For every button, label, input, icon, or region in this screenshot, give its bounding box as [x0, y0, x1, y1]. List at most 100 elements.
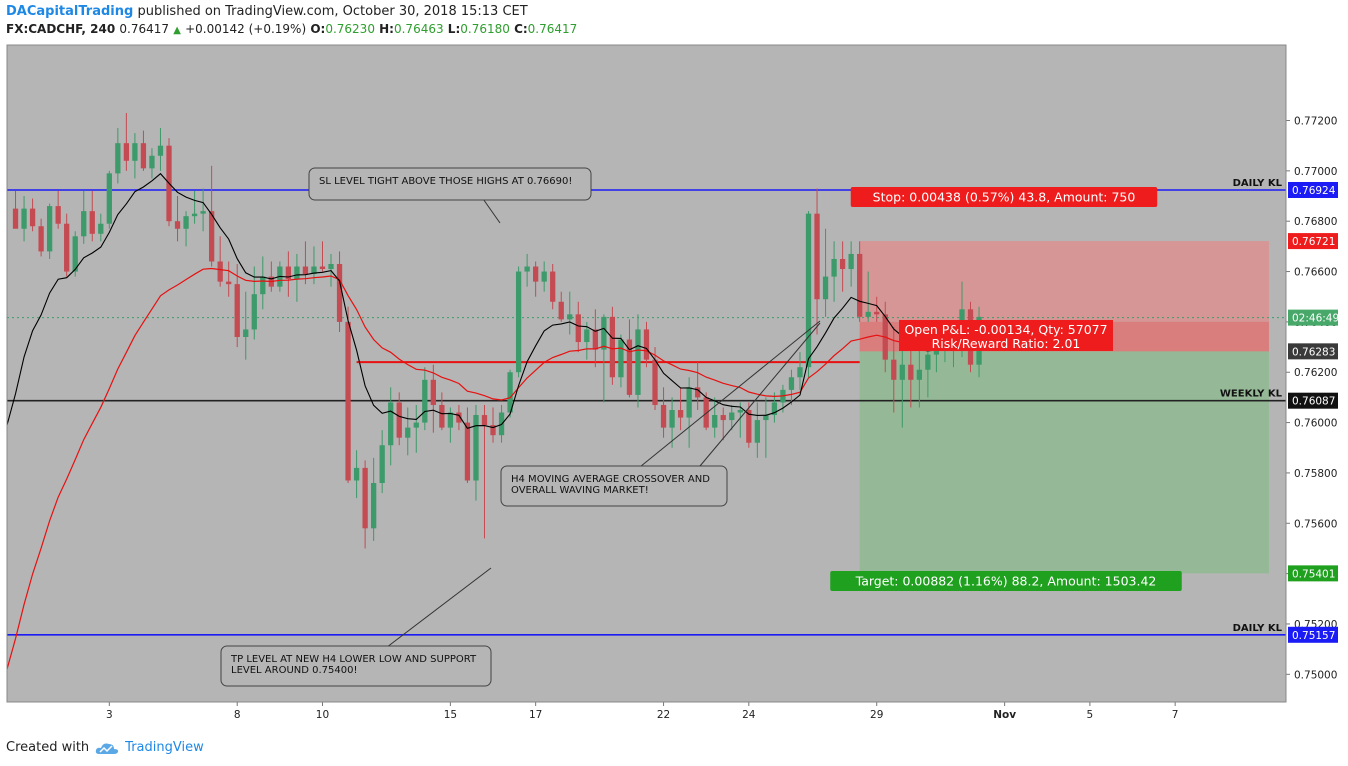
candle-up: [848, 253, 854, 270]
candle-up: [98, 223, 104, 234]
price-tick-label: 0.75600: [1294, 518, 1337, 530]
tp-annotation-pointer: [388, 567, 492, 647]
price-axis-bg: [1286, 40, 1348, 728]
tp-annotation-box: [220, 645, 492, 687]
candle-up: [311, 266, 317, 275]
candle-up: [507, 372, 513, 413]
candle-down: [234, 284, 240, 337]
time-tick-label: 17: [529, 709, 542, 721]
candle-up: [763, 415, 769, 421]
candle-down: [720, 415, 726, 421]
candle-up: [916, 369, 922, 380]
crossover-annotation-box: [500, 465, 728, 507]
candle-up: [712, 415, 718, 428]
candle-up: [422, 379, 428, 423]
candle-up: [294, 266, 300, 280]
close-value: 0.76417: [527, 22, 578, 36]
open-value: 0.76230: [325, 22, 375, 36]
time-tick-label: 29: [870, 709, 883, 721]
publish-header: DACapitalTrading published on TradingVie…: [6, 4, 528, 19]
price-tick-label: 0.76600: [1294, 267, 1337, 279]
candle-up: [81, 211, 87, 237]
up-arrow-icon: ▲: [173, 25, 181, 36]
time-tick-label: 5: [1087, 709, 1094, 721]
target-label: Target: 0.00882 (1.16%) 88.2, Amount: 15…: [830, 571, 1182, 591]
tradingview-brand: TradingView: [125, 740, 204, 755]
created-with-label: Created with: [6, 740, 90, 755]
pnl-box: Open P&L: -0.00134, Qty: 57077Risk/Rewar…: [899, 320, 1113, 351]
time-tick-label: 10: [316, 709, 329, 721]
time-axis-bg: [0, 702, 1348, 728]
last-price: 0.76417: [119, 22, 170, 36]
candle-down: [660, 404, 667, 428]
risk-reward-text: Risk/Reward Ratio: 2.01: [932, 336, 1081, 351]
candle-down: [140, 143, 147, 169]
candle-up: [515, 271, 522, 373]
candle-down: [336, 264, 343, 322]
candle-up: [106, 173, 112, 224]
tp-annotation: TP LEVEL AT NEW H4 LOWER LOW AND SUPPORT…: [220, 567, 492, 687]
plot-background: [7, 45, 1286, 702]
countdown-text: 02:46:49: [1292, 313, 1339, 325]
crossover-annotation-text: OVERALL WAVING MARKET!: [511, 485, 649, 496]
price-chart[interactable]: DAILY KL WEEKLY KL DAILY KL Stop: 0.00438 (…: [0, 40, 1348, 728]
candle-up: [925, 354, 931, 370]
sl-annotation-pointer: [483, 199, 501, 224]
candle-up: [754, 420, 760, 443]
footer: Created with TradingView: [6, 740, 204, 755]
candle-up: [251, 294, 257, 330]
candle-up: [567, 314, 573, 320]
tp-annotation-text: LEVEL AROUND 0.75400!: [231, 665, 358, 676]
candle-up: [191, 213, 198, 217]
take-profit-zone: [859, 351, 1269, 574]
candle-up: [584, 329, 590, 343]
candle-down: [29, 208, 36, 227]
price-tag: [1288, 181, 1338, 198]
candle-down: [396, 402, 402, 438]
candle-down: [695, 387, 701, 398]
candle-down: [456, 412, 462, 423]
tradingview-cloud-icon: [95, 743, 119, 754]
key-level-label: WEEKLY KL: [1220, 389, 1283, 400]
candle-up: [115, 143, 121, 174]
candle-up: [157, 145, 164, 156]
candle-down: [677, 410, 684, 418]
candle-down: [814, 213, 820, 300]
candle-down: [302, 266, 309, 275]
price-tick-label: 0.76200: [1294, 367, 1337, 379]
price-tag-text: 0.76283: [1292, 346, 1335, 358]
candle-up: [371, 483, 377, 529]
tradingview-logo-link[interactable]: TradingView: [95, 740, 204, 755]
candle-up: [149, 155, 155, 169]
candle-down: [481, 415, 488, 426]
open-label: O:: [310, 22, 326, 36]
candle-up: [686, 387, 692, 418]
time-tick-label: 7: [1172, 709, 1179, 721]
price-tag-text: 0.75401: [1292, 568, 1335, 580]
crossover-annotation-text: H4 MOVING AVERAGE CROSSOVER AND: [511, 474, 710, 485]
time-tick-label: 24: [742, 709, 756, 721]
plot-frame: [6, 44, 1287, 703]
price-tag-text: 0.76087: [1292, 396, 1335, 408]
price-tag: [1288, 626, 1338, 643]
candle-down: [558, 301, 564, 320]
key-level-label: DAILY KL: [1233, 178, 1283, 189]
candle-down: [652, 359, 658, 405]
candle-down: [226, 281, 232, 285]
stop-label-text: Stop: 0.00438 (0.57%) 43.8, Amount: 750: [873, 190, 1136, 205]
price-tick-label: 0.75800: [1294, 468, 1337, 480]
author-link[interactable]: DACapitalTrading: [6, 4, 134, 19]
candle-up: [822, 276, 829, 300]
time-tick-label: 15: [444, 709, 457, 721]
candle-down: [703, 397, 709, 428]
candle-down: [839, 258, 846, 270]
publish-info: published on TradingView.com, October 30…: [137, 4, 528, 19]
candle-down: [64, 223, 70, 272]
candle-down: [643, 329, 650, 360]
candle-up: [132, 143, 138, 161]
candle-up: [328, 264, 334, 270]
candle-up: [46, 206, 53, 252]
candle-down: [430, 379, 436, 405]
price-tag: [1288, 233, 1338, 250]
